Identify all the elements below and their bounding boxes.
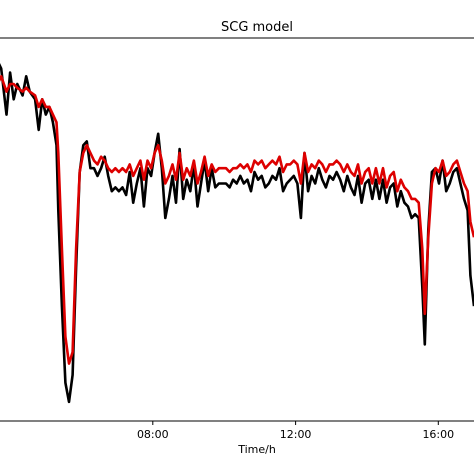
x-tick-layer: 08:00 12:00 16:00 — [137, 421, 454, 441]
x-tick-label-2: 16:00 — [422, 428, 454, 441]
x-tick-label-1: 12:00 — [280, 428, 312, 441]
series-layer — [0, 63, 474, 404]
series-line-0 — [0, 63, 474, 404]
chart-title: SCG model — [221, 20, 293, 35]
series-line-1 — [0, 75, 474, 365]
x-axis-label: Time/h — [237, 443, 276, 456]
x-tick-label-0: 08:00 — [137, 428, 169, 441]
